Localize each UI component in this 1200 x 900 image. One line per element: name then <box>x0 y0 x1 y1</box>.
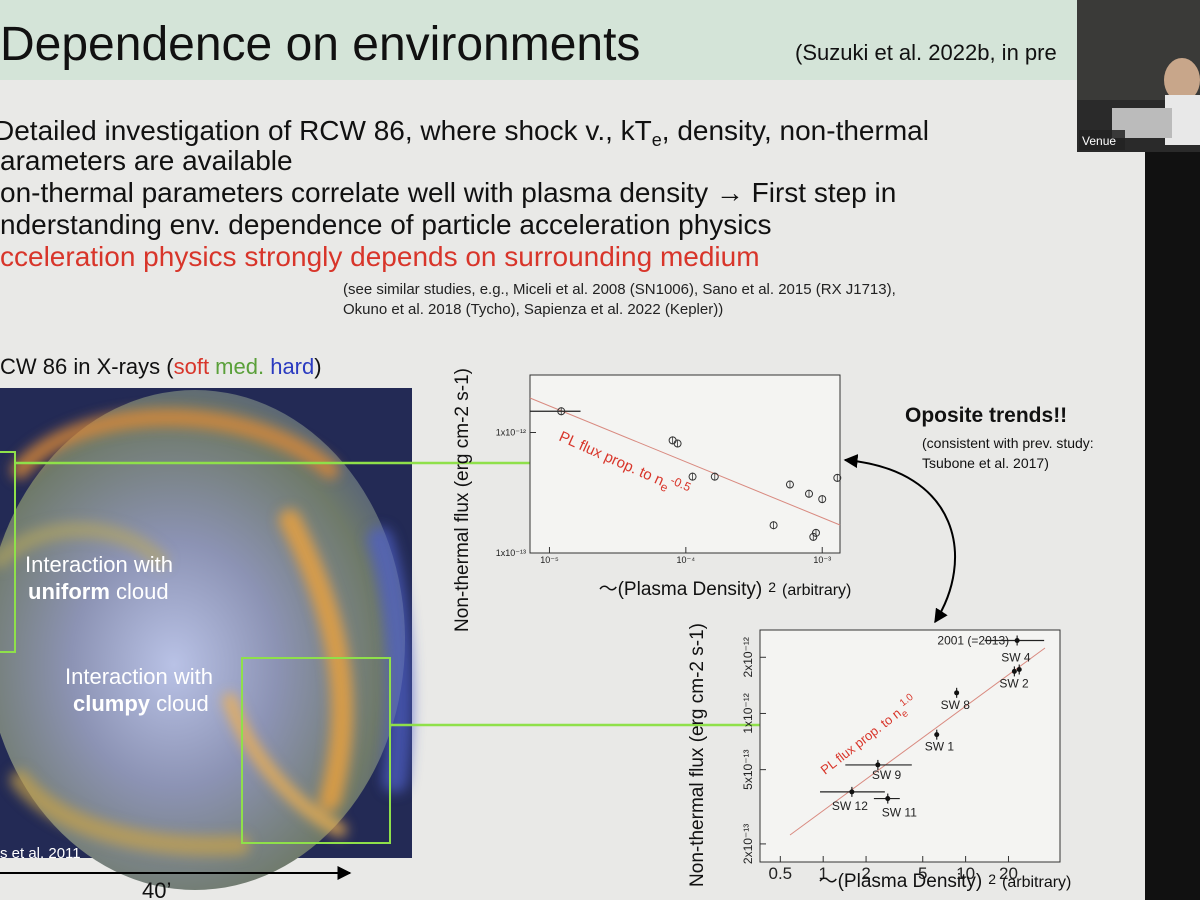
nebula <box>0 390 405 890</box>
fit-line <box>789 647 1046 836</box>
slide-title: Dependence on environments <box>0 18 640 71</box>
x-axis-title: 〜(Plasma Density) 2 (arbitrary) <box>599 579 852 600</box>
y-tick-label: 2x10⁻¹³ <box>741 824 755 864</box>
plot-area <box>759 629 1061 863</box>
caption: CW 86 in X-rays (soft med. hard) <box>0 354 322 379</box>
compare-arrow <box>843 454 956 624</box>
data-point <box>934 732 940 738</box>
annotation-text: Tsubone et al. 2017) <box>922 455 1049 471</box>
region-box <box>241 657 391 844</box>
x-title-unit: (arbitrary) <box>782 582 851 599</box>
fit-line <box>529 397 841 526</box>
x-tick-label: 10 <box>956 864 975 883</box>
note: (see similar studies, e.g., Miceli et al… <box>343 281 896 298</box>
xray-image: Interaction with uniform cloud Interacti… <box>0 388 413 890</box>
image-label: clumpy cloud <box>73 691 209 716</box>
y-tick-label: 1x10⁻¹² <box>741 693 755 733</box>
bullet: arameters are available <box>0 145 293 176</box>
x-tick-label: 10⁻³ <box>813 555 831 565</box>
image-label: Interaction with <box>25 552 173 577</box>
y-axis-title: Non-thermal flux (erg cm-2 s-1) <box>687 623 708 887</box>
side-strip <box>1145 152 1200 900</box>
point-label: 2001 (=2013) <box>937 633 1009 647</box>
shell <box>0 408 413 856</box>
y-tick-label: 5x10⁻¹³ <box>741 749 755 789</box>
bullets: Detailed investigation of RCW 86, where … <box>0 115 929 272</box>
point-label: SW 9 <box>872 768 902 782</box>
data-point <box>875 762 881 768</box>
label-bold: uniform <box>28 579 110 604</box>
x-tick-label: 2 <box>861 864 870 883</box>
region-box <box>0 451 16 653</box>
point-label: SW 2 <box>999 676 1029 690</box>
label-bold: clumpy <box>73 691 151 716</box>
point-label: SW 4 <box>1001 650 1031 664</box>
data-point <box>849 789 855 795</box>
video-label: Venue <box>1082 134 1116 148</box>
fit-sub: e <box>900 708 912 720</box>
x-title-text: 〜(Plasma Density) <box>599 579 763 600</box>
data-point <box>954 690 960 696</box>
x-tick-label: 10⁻⁴ <box>677 555 696 565</box>
bullet-text: , density, non-thermal <box>662 115 929 146</box>
data-point <box>1016 666 1022 672</box>
x-tick-label: 5 <box>918 864 927 883</box>
caption-text: CW 86 in X-rays ( <box>0 354 174 379</box>
person <box>1164 58 1200 102</box>
y-tick-label: 1x10⁻¹² <box>496 427 526 437</box>
data-point <box>1014 637 1020 643</box>
scale-label: 40’ <box>142 878 171 900</box>
point-label: SW 1 <box>925 740 955 754</box>
x-tick-label: 0.5 <box>768 864 792 883</box>
plot-area <box>529 374 841 554</box>
x-tick-label: 20 <box>999 864 1018 883</box>
x-tick-label: 1 <box>818 864 827 883</box>
bullet: cceleration physics strongly depends on … <box>0 241 760 272</box>
bullet: nderstanding env. dependence of particle… <box>0 209 772 240</box>
x-title-sup: 2 <box>768 579 776 595</box>
video-label-bg <box>1079 130 1125 150</box>
image-label: Interaction with <box>65 664 213 689</box>
bullet: on-thermal parameters correlate well wit… <box>0 177 896 208</box>
label-text: cloud <box>150 691 209 716</box>
plot: 0.5 1 2 5 10 202x10⁻¹³5x10⁻¹³1x10⁻¹²2x10⁻¹²PL… <box>687 623 1071 892</box>
x-title-unit: (arbitrary) <box>1002 874 1071 891</box>
bullet: Detailed investigation of RCW 86, where … <box>0 115 929 150</box>
subscript: e <box>652 130 662 150</box>
label-text: cloud <box>110 579 169 604</box>
caption-hard: hard <box>264 354 314 379</box>
video-tile: Venue <box>1077 0 1200 152</box>
caption-med: med. <box>209 354 264 379</box>
y-tick-label: 1x10⁻¹³ <box>496 548 526 558</box>
caption-soft: soft <box>174 354 209 379</box>
data-point <box>885 796 891 802</box>
x-axis-title: 〜(Plasma Density) 2 (arbitrary) <box>819 871 1072 892</box>
y-tick-label: 2x10⁻¹² <box>741 637 755 677</box>
title-band <box>0 0 1077 80</box>
y-axis-title: Non-thermal flux (erg cm-2 s-1) <box>452 368 473 632</box>
caption-text: ) <box>314 354 321 379</box>
x-title-sup: 2 <box>988 871 996 887</box>
x-tick-label: 10⁻⁵ <box>540 555 559 565</box>
point-label: SW 12 <box>832 799 868 813</box>
citation: (Suzuki et al. 2022b, in pre <box>795 40 1057 65</box>
annotation-text: (consistent with prev. study: <box>922 435 1094 451</box>
annotation-title: Oposite trends!! <box>905 404 1067 427</box>
bullet-text: Detailed investigation of RCW 86, where … <box>0 115 652 146</box>
image-label: uniform cloud <box>28 579 169 604</box>
x-title-text: 〜(Plasma Density) <box>819 871 983 892</box>
point-label: SW 8 <box>941 698 971 712</box>
credit: s et al. 2011 <box>0 845 81 862</box>
note: Okuno et al. 2018 (Tycho), Sapienza et a… <box>343 301 723 318</box>
data-point <box>1011 668 1017 674</box>
point-label: SW 11 <box>882 806 917 820</box>
